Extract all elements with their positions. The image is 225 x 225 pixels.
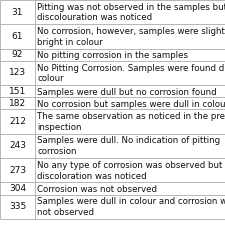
Bar bbox=[0, 158, 35, 182]
Bar bbox=[0, 134, 35, 158]
Bar bbox=[0, 85, 35, 97]
Bar bbox=[35, 158, 225, 182]
Text: The same observation as noticed in the previous
inspection: The same observation as noticed in the p… bbox=[37, 112, 225, 132]
Bar bbox=[0, 24, 35, 49]
Bar bbox=[35, 61, 225, 85]
Text: 304: 304 bbox=[9, 184, 26, 193]
Text: No pitting corrosion in the samples: No pitting corrosion in the samples bbox=[37, 51, 188, 60]
Bar bbox=[35, 109, 225, 134]
Bar bbox=[35, 24, 225, 49]
Bar bbox=[0, 61, 35, 85]
Bar bbox=[0, 49, 35, 61]
Bar bbox=[35, 85, 225, 97]
Text: Samples were dull in colour and corrosion was
not observed: Samples were dull in colour and corrosio… bbox=[37, 197, 225, 217]
Bar bbox=[0, 0, 35, 24]
Text: 273: 273 bbox=[9, 166, 26, 175]
Text: No corrosion, however, samples were slightly
bright in colour: No corrosion, however, samples were slig… bbox=[37, 27, 225, 47]
Bar bbox=[0, 109, 35, 134]
Bar bbox=[0, 97, 35, 109]
Bar bbox=[0, 182, 35, 195]
Bar bbox=[35, 182, 225, 195]
Text: No any type of corrosion was observed but
discoloration was noticed: No any type of corrosion was observed bu… bbox=[37, 161, 223, 180]
Text: 335: 335 bbox=[9, 202, 26, 211]
Text: Corrosion was not observed: Corrosion was not observed bbox=[37, 185, 157, 194]
Text: Pitting was not observed in the samples but
discolouration was noticed: Pitting was not observed in the samples … bbox=[37, 3, 225, 22]
Text: 212: 212 bbox=[9, 117, 26, 126]
Bar bbox=[35, 0, 225, 24]
Text: 182: 182 bbox=[9, 99, 26, 108]
Bar bbox=[35, 97, 225, 109]
Text: 61: 61 bbox=[12, 32, 23, 41]
Bar bbox=[35, 134, 225, 158]
Text: 151: 151 bbox=[9, 87, 26, 96]
Text: No Pitting Corrosion. Samples were found dull in
colour: No Pitting Corrosion. Samples were found… bbox=[37, 63, 225, 83]
Text: 31: 31 bbox=[12, 8, 23, 17]
Bar bbox=[0, 195, 35, 219]
Bar bbox=[35, 49, 225, 61]
Text: 243: 243 bbox=[9, 142, 26, 151]
Text: No corrosion but samples were dull in colour: No corrosion but samples were dull in co… bbox=[37, 100, 225, 109]
Text: Samples were dull. No indication of pitting
corrosion: Samples were dull. No indication of pitt… bbox=[37, 137, 220, 156]
Text: 92: 92 bbox=[12, 50, 23, 59]
Text: 123: 123 bbox=[9, 68, 26, 77]
Text: Samples were dull but no corrosion found: Samples were dull but no corrosion found bbox=[37, 88, 217, 97]
Bar bbox=[35, 195, 225, 219]
